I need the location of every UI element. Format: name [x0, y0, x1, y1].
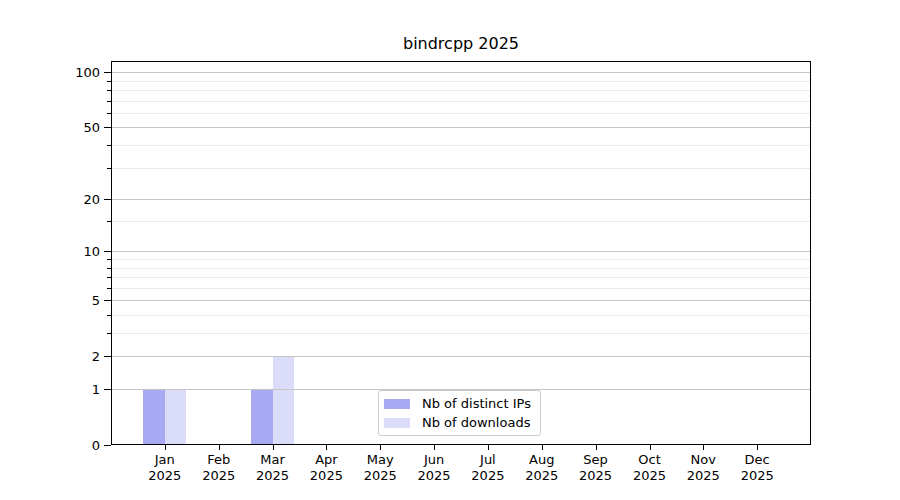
x-axis-tick-label: Dec2025: [725, 452, 789, 484]
y-axis-tick-label: 2: [0, 348, 100, 365]
legend: Nb of distinct IPs Nb of downloads: [378, 390, 541, 436]
minor-gridline: [112, 90, 810, 91]
x-label-year: 2025: [725, 468, 789, 484]
legend-item: Nb of downloads: [384, 414, 534, 432]
x-axis-tick: [326, 445, 327, 450]
bar-distinct-ips: [251, 389, 273, 444]
y-axis-major-tick: [104, 356, 111, 357]
minor-gridline: [112, 315, 810, 316]
x-axis-tick: [380, 445, 381, 450]
minor-gridline: [112, 81, 810, 82]
y-axis-major-tick: [104, 199, 111, 200]
plot-area: [112, 62, 810, 444]
y-axis-tick-label: 10: [0, 243, 100, 260]
y-axis-tick-label: 1: [0, 381, 100, 398]
legend-swatch-distinct-ips: [384, 399, 410, 409]
x-axis-tick: [596, 445, 597, 450]
y-axis-minor-tick: [107, 333, 111, 334]
minor-gridline: [112, 268, 810, 269]
x-axis-tick: [542, 445, 543, 450]
y-axis-minor-tick: [107, 81, 111, 82]
x-axis-tick: [488, 445, 489, 450]
y-axis-minor-tick: [107, 288, 111, 289]
major-gridline: [112, 127, 810, 128]
minor-gridline: [112, 101, 810, 102]
x-axis-tick: [273, 445, 274, 450]
x-axis-tick: [757, 445, 758, 450]
y-axis-minor-tick: [107, 259, 111, 260]
y-axis-tick-label: 0: [0, 437, 100, 454]
bar-downloads: [273, 356, 295, 444]
y-axis-tick-label: 50: [0, 119, 100, 136]
y-axis-major-tick: [104, 251, 111, 252]
y-axis-minor-tick: [107, 268, 111, 269]
y-axis-minor-tick: [107, 221, 111, 222]
y-axis-major-tick: [104, 389, 111, 390]
y-axis-minor-tick: [107, 101, 111, 102]
legend-label: Nb of downloads: [422, 415, 530, 430]
legend-swatch-downloads: [384, 418, 410, 428]
y-axis-minor-tick: [107, 145, 111, 146]
y-axis-tick-label: 5: [0, 292, 100, 309]
major-gridline: [112, 356, 810, 357]
major-gridline: [112, 251, 810, 252]
y-axis-minor-tick: [107, 315, 111, 316]
x-axis-tick: [165, 445, 166, 450]
x-label-month: Dec: [725, 452, 789, 468]
y-axis-tick-label: 20: [0, 191, 100, 208]
y-axis-minor-tick: [107, 277, 111, 278]
x-axis-tick: [219, 445, 220, 450]
x-axis-tick: [434, 445, 435, 450]
major-gridline: [112, 199, 810, 200]
chart-canvas: bindrcpp 2025 0125102050100Jan2025Feb202…: [0, 0, 900, 500]
y-axis-tick-label: 100: [0, 64, 100, 81]
minor-gridline: [112, 259, 810, 260]
minor-gridline: [112, 221, 810, 222]
y-axis-major-tick: [104, 300, 111, 301]
minor-gridline: [112, 288, 810, 289]
legend-item: Nb of distinct IPs: [384, 395, 534, 413]
y-axis-minor-tick: [107, 168, 111, 169]
minor-gridline: [112, 277, 810, 278]
minor-gridline: [112, 333, 810, 334]
legend-label: Nb of distinct IPs: [422, 396, 531, 411]
y-axis-minor-tick: [107, 113, 111, 114]
y-axis-major-tick: [104, 127, 111, 128]
x-axis-tick: [650, 445, 651, 450]
major-gridline: [112, 300, 810, 301]
chart-title: bindrcpp 2025: [111, 34, 811, 53]
y-axis-major-tick: [104, 72, 111, 73]
x-axis-tick: [703, 445, 704, 450]
bar-distinct-ips: [143, 389, 165, 444]
minor-gridline: [112, 113, 810, 114]
major-gridline: [112, 72, 810, 73]
y-axis-minor-tick: [107, 90, 111, 91]
minor-gridline: [112, 168, 810, 169]
minor-gridline: [112, 145, 810, 146]
y-axis-major-tick: [104, 445, 111, 446]
bar-downloads: [165, 389, 187, 444]
